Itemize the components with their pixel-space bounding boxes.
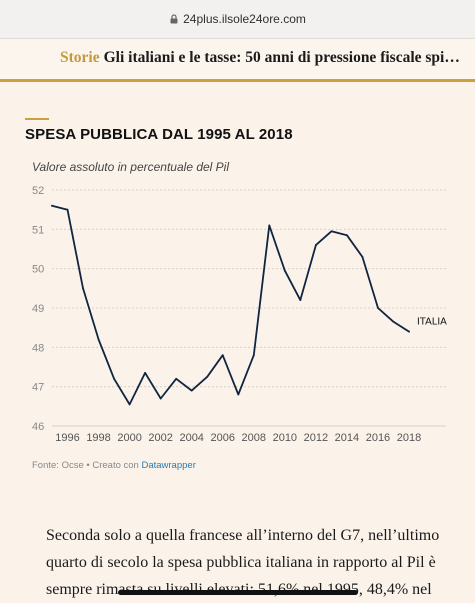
data-point — [175, 377, 178, 380]
x-tick-label: 1996 — [55, 432, 79, 444]
data-point — [252, 354, 255, 357]
x-tick-label: 1998 — [86, 432, 110, 444]
chart-title-accent — [25, 118, 49, 120]
y-tick-label: 46 — [32, 421, 44, 433]
data-point — [190, 389, 193, 392]
data-point — [392, 320, 395, 323]
x-tick-label: 2006 — [210, 432, 234, 444]
data-point — [283, 269, 286, 272]
series-line-italia — [51, 204, 410, 406]
x-tick-label: 2002 — [148, 432, 172, 444]
y-tick-label: 51 — [32, 224, 44, 236]
x-tick-label: 2008 — [242, 432, 266, 444]
data-point — [377, 307, 379, 309]
data-point — [113, 377, 115, 380]
data-point — [268, 224, 271, 227]
y-tick-label: 52 — [32, 185, 44, 197]
url-text: 24plus.ilsole24ore.com — [183, 12, 306, 26]
chart-source: Fonte: Ocse • Creato con Datawrapper — [32, 460, 196, 471]
data-point — [314, 244, 317, 246]
data-point — [144, 372, 147, 374]
y-tick-label: 48 — [32, 342, 44, 354]
data-point — [66, 208, 69, 211]
line-chart: 52 51 50 49 48 47 46 1996 1998 2000 2002 2004 2006 20… — [32, 185, 447, 444]
article-title[interactable]: Storie Gli italiani e le tasse: 50 anni d… — [60, 49, 460, 67]
data-point — [82, 287, 84, 290]
data-point — [128, 403, 131, 406]
data-point — [97, 338, 100, 341]
datawrapper-link[interactable]: Datawrapper — [141, 460, 196, 471]
y-tick-label: 50 — [32, 264, 44, 276]
data-point — [330, 230, 333, 233]
data-point — [221, 354, 224, 357]
x-tick-label: 2018 — [397, 432, 421, 444]
chart-subtitle: Valore assoluto in percentuale del Pil — [32, 160, 230, 174]
article-title-text: Gli italiani e le tasse: 50 anni di pres… — [103, 49, 460, 66]
series-label: ITALIA — [417, 317, 447, 328]
data-point — [346, 234, 348, 237]
chart-title: SPESA PUBBLICA DAL 1995 AL 2018 — [25, 126, 293, 143]
data-point — [51, 204, 53, 207]
browser-address-bar[interactable]: 24plus.ilsole24ore.com — [0, 0, 475, 39]
data-point — [237, 393, 240, 396]
article-header: Storie Gli italiani e le tasse: 50 anni d… — [0, 39, 475, 79]
y-tick-label: 49 — [32, 303, 44, 315]
x-tick-label: 2016 — [366, 432, 390, 444]
x-tick-label: 2012 — [304, 432, 328, 444]
lock-icon — [170, 14, 178, 24]
data-point — [408, 330, 410, 333]
home-indicator[interactable] — [118, 590, 358, 595]
y-tick-label: 47 — [32, 382, 44, 394]
header-divider — [0, 79, 475, 82]
data-point — [361, 255, 364, 258]
source-text: Fonte: Ocse • Creato con — [32, 460, 142, 471]
data-point — [159, 397, 162, 400]
data-point — [299, 299, 302, 302]
x-tick-label: 2014 — [335, 432, 359, 444]
x-tick-label: 2010 — [273, 432, 297, 444]
section-label[interactable]: Storie — [60, 49, 100, 66]
x-tick-label: 2004 — [179, 432, 203, 444]
data-point — [206, 375, 209, 378]
x-tick-label: 2000 — [117, 432, 141, 444]
url-display[interactable]: 24plus.ilsole24ore.com — [0, 12, 475, 26]
